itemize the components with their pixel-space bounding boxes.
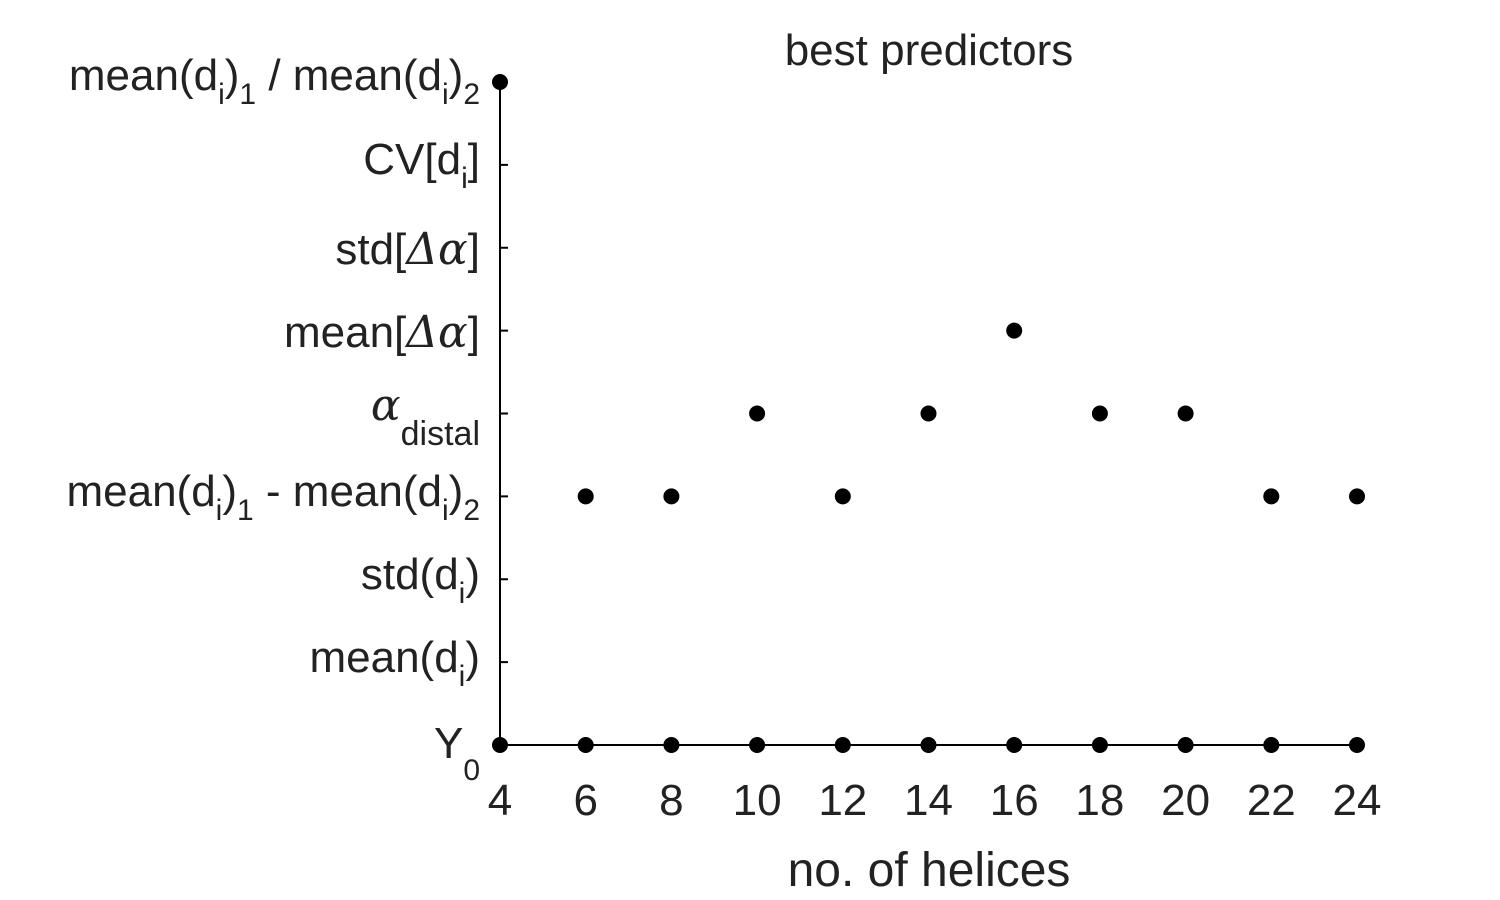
data-point <box>1177 737 1194 753</box>
x-tick-label: 18 <box>1075 776 1124 825</box>
data-point <box>663 737 680 753</box>
data-point <box>1349 488 1365 505</box>
data-point <box>1006 322 1023 339</box>
data-point <box>577 488 594 505</box>
data-point <box>1263 737 1280 753</box>
y-tick-label-std-di: std(di) <box>361 550 480 610</box>
chart-title: best predictors <box>785 26 1074 75</box>
x-tick-label: 22 <box>1247 776 1296 825</box>
x-tick-label: 20 <box>1161 776 1210 825</box>
data-point <box>749 737 766 753</box>
y-tick-label-mean-delta-alpha: mean[Δα] <box>284 307 480 358</box>
data-point <box>492 737 508 753</box>
data-point <box>834 488 851 505</box>
x-tick-label: 8 <box>659 776 683 825</box>
data-point <box>492 74 508 90</box>
y-tick-label-std-delta-alpha: std[Δα] <box>335 224 480 275</box>
y-tick-label-y0: Y0 <box>434 719 480 787</box>
x-tick-label: 14 <box>904 776 953 825</box>
x-tick-label: 24 <box>1333 776 1382 825</box>
data-point <box>663 488 680 505</box>
x-axis-label: no. of helices <box>788 844 1071 897</box>
data-point <box>920 737 937 753</box>
x-tick-label: 4 <box>488 776 512 825</box>
y-ticks <box>500 81 508 746</box>
x-tick-label: 6 <box>573 776 597 825</box>
data-point <box>1349 737 1365 753</box>
y-tick-labels: Y0 mean(di) std(di) mean(di)1 - mean(di)… <box>66 51 480 787</box>
data-point <box>1263 488 1280 505</box>
data-point <box>920 405 937 422</box>
data-point <box>1006 737 1023 753</box>
data-point <box>1177 405 1194 422</box>
y-tick-label-mean-diff: mean(di)1 - mean(di)2 <box>66 467 480 527</box>
x-tick-label: 16 <box>990 776 1039 825</box>
y-tick-label-cv-di: CV[di] <box>363 135 480 195</box>
y-tick-label-mean-di: mean(di) <box>309 633 480 693</box>
data-point <box>749 405 766 422</box>
y-tick-label-mean-ratio: mean(di)1 / mean(di)2 <box>69 51 480 111</box>
data-point <box>1091 737 1108 753</box>
data-point <box>577 737 594 753</box>
x-tick-label: 10 <box>733 776 782 825</box>
data-point <box>834 737 851 753</box>
data-points <box>492 74 1365 753</box>
y-tick-label-alpha-distal: αdistal <box>371 380 480 453</box>
x-tick-label: 12 <box>818 776 867 825</box>
x-ticks: 4 6 8 10 12 14 16 18 20 22 24 <box>488 737 1382 825</box>
data-point <box>1091 405 1108 422</box>
